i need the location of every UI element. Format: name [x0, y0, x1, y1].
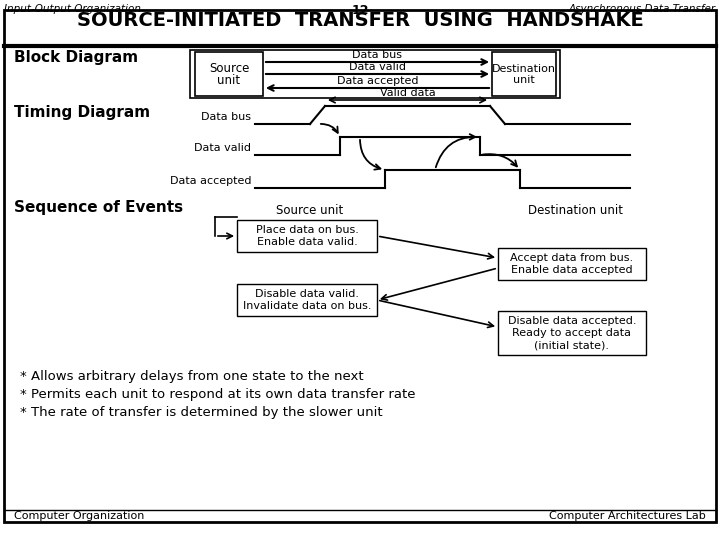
- Text: Accept data from bus.: Accept data from bus.: [510, 253, 634, 263]
- Text: Enable data accepted: Enable data accepted: [511, 265, 633, 275]
- Text: SOURCE-INITIATED  TRANSFER  USING  HANDSHAKE: SOURCE-INITIATED TRANSFER USING HANDSHAK…: [76, 11, 644, 30]
- Bar: [195, 52, 263, 96]
- Text: Timing Diagram: Timing Diagram: [14, 105, 150, 120]
- Text: * The rate of transfer is determined by the slower unit: * The rate of transfer is determined by …: [20, 406, 382, 419]
- Text: (initial state).: (initial state).: [534, 340, 610, 350]
- Text: Data bus: Data bus: [201, 112, 251, 122]
- Text: Data valid: Data valid: [194, 143, 251, 153]
- Text: * Allows arbitrary delays from one state to the next: * Allows arbitrary delays from one state…: [20, 370, 364, 383]
- Bar: [237, 220, 377, 252]
- Text: Source: Source: [209, 63, 249, 76]
- Text: Data accepted: Data accepted: [169, 176, 251, 186]
- Text: Disable data accepted.: Disable data accepted.: [508, 316, 636, 326]
- Text: Input-Output Organization: Input-Output Organization: [4, 4, 141, 14]
- Text: Block Diagram: Block Diagram: [14, 50, 138, 65]
- Text: Invalidate data on bus.: Invalidate data on bus.: [243, 301, 372, 311]
- Text: Asynchronous Data Transfer: Asynchronous Data Transfer: [569, 4, 716, 14]
- Text: Data valid: Data valid: [349, 62, 406, 72]
- Bar: [190, 50, 560, 98]
- Text: Place data on bus.: Place data on bus.: [256, 225, 359, 235]
- Bar: [492, 52, 556, 96]
- Text: Computer Organization: Computer Organization: [14, 511, 145, 521]
- Text: Sequence of Events: Sequence of Events: [14, 200, 183, 215]
- Bar: [498, 311, 646, 355]
- Text: Enable data valid.: Enable data valid.: [256, 237, 357, 247]
- Bar: [237, 284, 377, 316]
- Text: Data accepted: Data accepted: [337, 76, 418, 86]
- Text: * Permits each unit to respond at its own data transfer rate: * Permits each unit to respond at its ow…: [20, 388, 415, 401]
- Text: Ready to accept data: Ready to accept data: [513, 328, 631, 338]
- Text: Destination unit: Destination unit: [528, 204, 623, 217]
- Text: Source unit: Source unit: [276, 204, 343, 217]
- Text: unit: unit: [217, 73, 240, 86]
- Bar: [498, 248, 646, 280]
- Text: Disable data valid.: Disable data valid.: [255, 289, 359, 299]
- Text: unit: unit: [513, 75, 535, 85]
- Text: Valid data: Valid data: [379, 88, 436, 98]
- Text: Destination: Destination: [492, 64, 556, 74]
- Text: 12: 12: [351, 4, 369, 17]
- Text: Computer Architectures Lab: Computer Architectures Lab: [549, 511, 706, 521]
- Text: Data bus: Data bus: [353, 50, 402, 60]
